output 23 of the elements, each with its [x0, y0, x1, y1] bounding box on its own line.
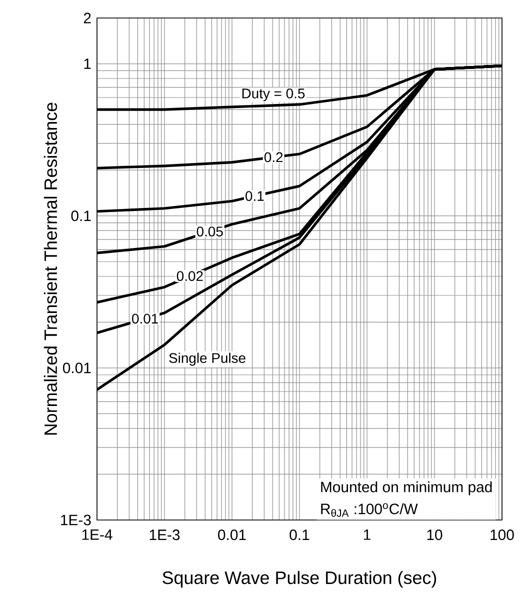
- y-tick-label: 1: [84, 58, 91, 69]
- series-label: 0.2: [264, 152, 283, 162]
- series-label: 0.05: [196, 226, 223, 236]
- y-tick-label: 1E-3: [61, 514, 91, 526]
- series-label: Single Pulse: [169, 352, 246, 366]
- x-tick-label: 0.1: [290, 530, 310, 540]
- x-tick-label: 10: [427, 530, 442, 540]
- y-tick-label: 0.1: [71, 210, 91, 222]
- annotation: R$_{θJA}$ :100$^{o}$C/W: [321, 503, 418, 517]
- y-tick-label: 2: [84, 12, 91, 24]
- x-tick-label: 1: [364, 530, 370, 540]
- x-tick-label: 1E-4: [82, 530, 112, 540]
- series-label: 0.02: [176, 271, 203, 282]
- series-label: Duty = 0.5: [242, 88, 305, 102]
- series-label: 0.1: [246, 191, 264, 201]
- x-tick-label: 1E-3: [150, 530, 180, 540]
- x-tick-label: 100: [490, 530, 514, 540]
- x-axis-title: Square Wave Pulse Duration (sec): [162, 570, 436, 588]
- annotation: Mounted on minimum pad: [321, 481, 492, 496]
- x-tick-label: 0.01: [218, 530, 246, 540]
- y-axis-title: Normalized Transient Thermal Resistance: [44, 102, 58, 435]
- y-tick-label: 0.01: [62, 362, 91, 374]
- series-label: 0.01: [132, 314, 158, 324]
